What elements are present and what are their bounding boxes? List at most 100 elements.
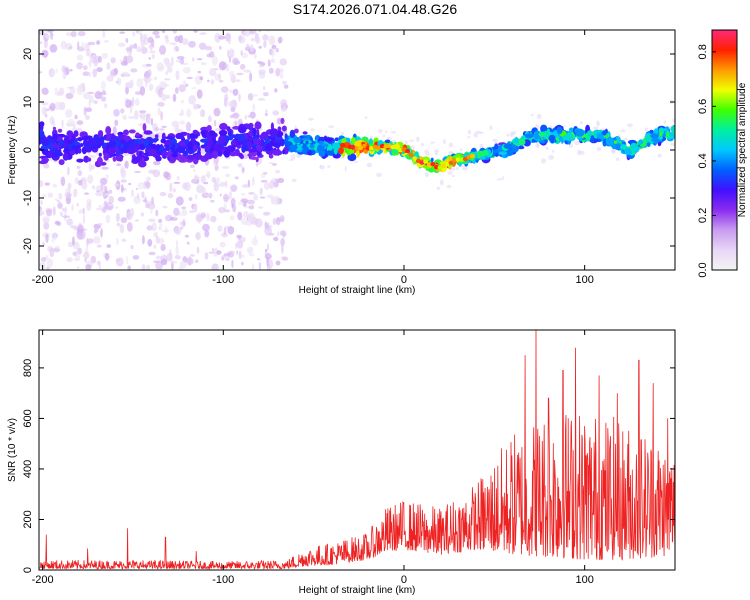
spectrogram-noise-blob	[204, 230, 210, 238]
spectrogram-band-blob	[544, 139, 548, 143]
tick-label: 600	[22, 409, 34, 427]
spectrogram-band-blob	[214, 143, 224, 152]
spectrogram-noise-blob	[175, 60, 184, 63]
spectrogram-band-blob	[126, 148, 136, 155]
spectrogram-band-blob	[112, 156, 117, 162]
spectrogram-band-blob	[81, 136, 90, 141]
spectrogram-band-blob	[58, 159, 65, 166]
spectrogram-noise-blob	[161, 125, 167, 128]
spectrogram-band-blob	[128, 129, 136, 134]
spectrogram-noise-blob	[217, 225, 223, 232]
spectrogram-noise-blob	[236, 240, 244, 249]
spectrogram-band-blob	[71, 141, 81, 146]
spectrogram-band-blob	[260, 133, 267, 139]
spectrogram-band-blob	[160, 138, 167, 144]
spectrogram-noise-blob	[171, 260, 178, 264]
spectrogram-noise-blob	[240, 217, 248, 226]
spectrogram-noise-blob	[135, 219, 139, 222]
spectrogram-noise-blob	[223, 97, 228, 108]
spectrogram-noise-blob	[420, 143, 425, 147]
spectrogram-noise-blob	[156, 62, 164, 72]
spectrogram-noise-blob	[181, 208, 188, 217]
spectrogram-band-blob	[218, 135, 227, 144]
spectrogram-band-blob	[180, 154, 185, 162]
spectrogram-noise-blob	[200, 212, 206, 219]
spectrogram-band-blob	[212, 132, 216, 137]
spectrogram-noise-blob	[260, 179, 268, 183]
spectrogram-band-blob	[192, 129, 199, 135]
spectrogram-noise-blob	[387, 136, 392, 140]
spectrogram-noise-blob	[536, 144, 540, 149]
spectrogram-noise-blob	[206, 212, 210, 222]
spectrogram-noise-blob	[141, 112, 146, 121]
spectrogram-noise-blob	[46, 209, 53, 217]
spectrogram-noise-blob	[73, 250, 78, 257]
spectrogram-noise-blob	[246, 199, 255, 205]
spectrogram-noise-blob	[279, 71, 284, 80]
spectrogram-band-blob	[97, 130, 104, 138]
spectrogram-band-blob	[498, 151, 508, 156]
spectrogram-noise-blob	[169, 42, 178, 46]
spectrogram-noise-blob	[227, 225, 235, 235]
spectrogram-noise-blob	[161, 93, 167, 102]
spectrogram-noise-blob	[251, 238, 258, 246]
spectrogram-noise-blob	[41, 101, 49, 106]
colorbar-gradient	[711, 29, 738, 271]
spectrogram-band-blob	[338, 147, 344, 155]
spectrogram-noise-blob	[71, 236, 75, 246]
spectrogram-noise-blob	[234, 120, 238, 126]
spectrogram-noise-blob	[467, 136, 471, 139]
spectrogram-noise-blob	[340, 132, 345, 135]
spectrogram-band-blob	[142, 123, 147, 132]
spectrogram-band-blob	[223, 149, 231, 158]
spectrogram-band-blob	[204, 152, 214, 160]
spectrogram-band-blob	[558, 136, 563, 142]
spectrogram-band-blob	[39, 160, 47, 165]
spectrogram-noise-blob	[143, 185, 147, 190]
spectrogram-band-blob	[171, 143, 176, 152]
spectrogram-noise-blob	[128, 182, 132, 186]
spectrogram-noise-blob	[252, 103, 256, 112]
spectrogram-noise-blob	[150, 38, 155, 47]
spectrogram-noise-blob	[182, 218, 186, 228]
spectrogram-band-blob	[247, 148, 257, 153]
spectrogram-band-blob	[155, 155, 162, 162]
spectrogram-band-blob	[226, 126, 231, 132]
spectrogram-noise-blob	[49, 44, 58, 53]
spectrogram-noise-blob	[52, 183, 58, 188]
spectrogram-noise-blob	[139, 110, 147, 114]
spectrogram-band-blob	[318, 150, 326, 157]
spectrogram-noise-blob	[225, 257, 230, 261]
spectrogram-band-blob	[123, 142, 130, 151]
spectrogram-noise-blob	[238, 35, 246, 44]
spectrogram-band-blob	[218, 129, 228, 136]
spectrogram-noise-blob	[201, 186, 206, 196]
spectrogram-noise-blob	[226, 252, 235, 258]
spectrogram-noise-blob	[246, 246, 254, 254]
spectrogram-band-blob	[649, 129, 654, 134]
spectrogram-noise-blob	[258, 65, 264, 68]
spectrogram-noise-blob	[117, 196, 126, 202]
spectrogram-noise-blob	[49, 102, 56, 112]
spectrogram-peak-blob	[408, 152, 414, 158]
spectrogram-noise-blob	[91, 185, 96, 190]
spectrogram-noise-blob	[46, 258, 54, 269]
spectrogram-peak-blob	[455, 157, 461, 162]
tick-label: 800	[22, 359, 34, 377]
spectrogram-noise-blob	[161, 30, 166, 34]
spectrogram-noise-blob	[434, 150, 439, 156]
spectrogram-noise-blob	[134, 110, 139, 120]
spectrogram-noise-blob	[229, 215, 235, 221]
spectrogram-band-blob	[50, 144, 58, 148]
spectrogram-noise-blob	[191, 87, 197, 90]
spectrogram-band-blob	[309, 143, 315, 149]
spectrogram-band-blob	[115, 155, 123, 162]
spectrogram-noise-blob	[160, 258, 168, 266]
spectrogram-noise-blob	[282, 256, 289, 261]
tick-label: 0	[401, 274, 407, 286]
spectrogram-noise-blob	[152, 169, 161, 178]
spectrogram-noise-blob	[250, 37, 255, 42]
spectrogram-noise-blob	[67, 186, 71, 195]
snr-y-axis-label: SNR (10 * v/v)	[7, 418, 18, 482]
spectrogram-noise-blob	[76, 202, 79, 207]
